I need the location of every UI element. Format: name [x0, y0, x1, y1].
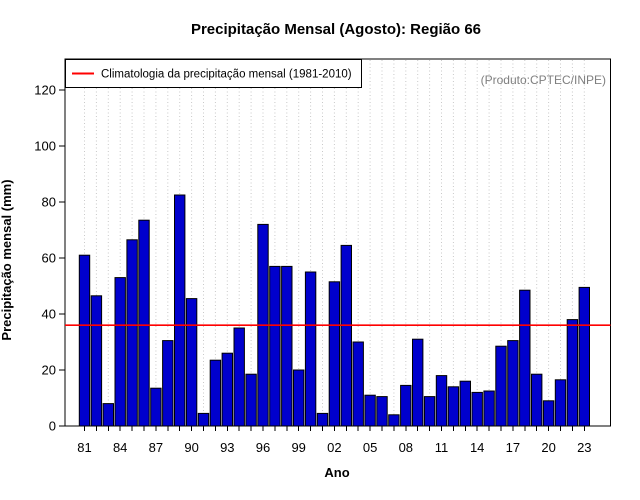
x-tick-label: 20 — [541, 440, 555, 455]
bar-2021 — [554, 379, 567, 427]
legend-box — [65, 59, 362, 88]
legend: Climatologia da precipitação mensal (198… — [65, 59, 362, 88]
x-tick-label: 02 — [327, 440, 341, 455]
bar-2006 — [376, 396, 388, 427]
x-tick-label: 96 — [256, 440, 270, 455]
bar-2005 — [364, 394, 376, 427]
x-tick-label: 14 — [470, 440, 484, 455]
y-tick-label: 40 — [42, 307, 56, 322]
bar-1993 — [221, 352, 234, 427]
bar-1989 — [174, 194, 186, 427]
bar-2023 — [578, 286, 590, 427]
x-tick-label: 17 — [506, 440, 520, 455]
bar-1988 — [162, 340, 174, 427]
bar-1982 — [90, 295, 103, 427]
bar-1984 — [114, 277, 126, 427]
bar-2013 — [459, 380, 472, 427]
x-tick-label: 84 — [113, 440, 127, 455]
x-tick-label: 81 — [77, 440, 91, 455]
legend-label: Climatologia da precipitação mensal (198… — [101, 69, 352, 81]
y-tick-label: 100 — [34, 139, 56, 154]
bar-2002 — [328, 281, 341, 427]
bar-1987 — [150, 387, 162, 427]
chart-title: Precipitação Mensal (Agosto): Região 66 — [191, 21, 481, 38]
y-tick-label: 0 — [49, 419, 56, 434]
x-tick-label: 11 — [435, 440, 449, 455]
x-tick-label: 23 — [577, 440, 591, 455]
bar-2012 — [447, 386, 460, 427]
bar-1994 — [233, 327, 245, 427]
x-tick-label: 99 — [291, 440, 305, 455]
x-tick-label: 93 — [220, 440, 234, 455]
bar-1992 — [209, 359, 222, 427]
plot-area: 0 20 40 60 80 100 120 81 84 87 90 93 96 99 02 05 08 11 14 1… — [34, 58, 611, 455]
x-tick-label: 90 — [184, 440, 198, 455]
bar-2016 — [495, 345, 507, 427]
bar-2019 — [531, 373, 543, 427]
bar-2011 — [435, 375, 448, 427]
bar-1991 — [197, 412, 210, 427]
source-annotation: (Produto:CPTEC/INPE) — [481, 73, 606, 87]
y-tick-label: 60 — [42, 251, 56, 266]
y-tick-label: 20 — [42, 363, 56, 378]
bar-2008 — [400, 384, 412, 427]
bar-2017 — [507, 340, 519, 427]
bar-2020 — [542, 400, 555, 427]
x-axis-title: Ano — [324, 465, 349, 480]
bar-1983 — [102, 403, 114, 427]
bar-1999 — [293, 369, 305, 427]
x-tick-label: 05 — [363, 440, 377, 455]
y-tick-label: 80 — [42, 195, 56, 210]
bar-2007 — [388, 414, 400, 427]
bar-2014 — [471, 391, 483, 427]
y-tick-label: 120 — [34, 83, 56, 98]
bar-1998 — [281, 265, 293, 427]
bar-2004 — [352, 341, 364, 427]
bar-2015 — [483, 390, 495, 427]
x-tick-label: 87 — [149, 440, 163, 455]
bar-1986 — [138, 219, 150, 427]
bar-2003 — [340, 244, 353, 427]
bar-2018 — [519, 289, 531, 427]
bar-1995 — [245, 373, 257, 427]
bar-1981 — [78, 254, 91, 427]
bar-2022 — [566, 319, 579, 427]
bar-1990 — [185, 298, 198, 427]
bar-2009 — [412, 338, 424, 427]
bar-1997 — [269, 265, 281, 427]
y-axis-title: Precipitação mensal (mm) — [0, 179, 14, 340]
bar-2000 — [304, 271, 317, 427]
bar-2010 — [423, 396, 436, 427]
x-tick-label: 08 — [399, 440, 413, 455]
bar-1985 — [126, 239, 138, 427]
bar-2001 — [316, 412, 329, 427]
